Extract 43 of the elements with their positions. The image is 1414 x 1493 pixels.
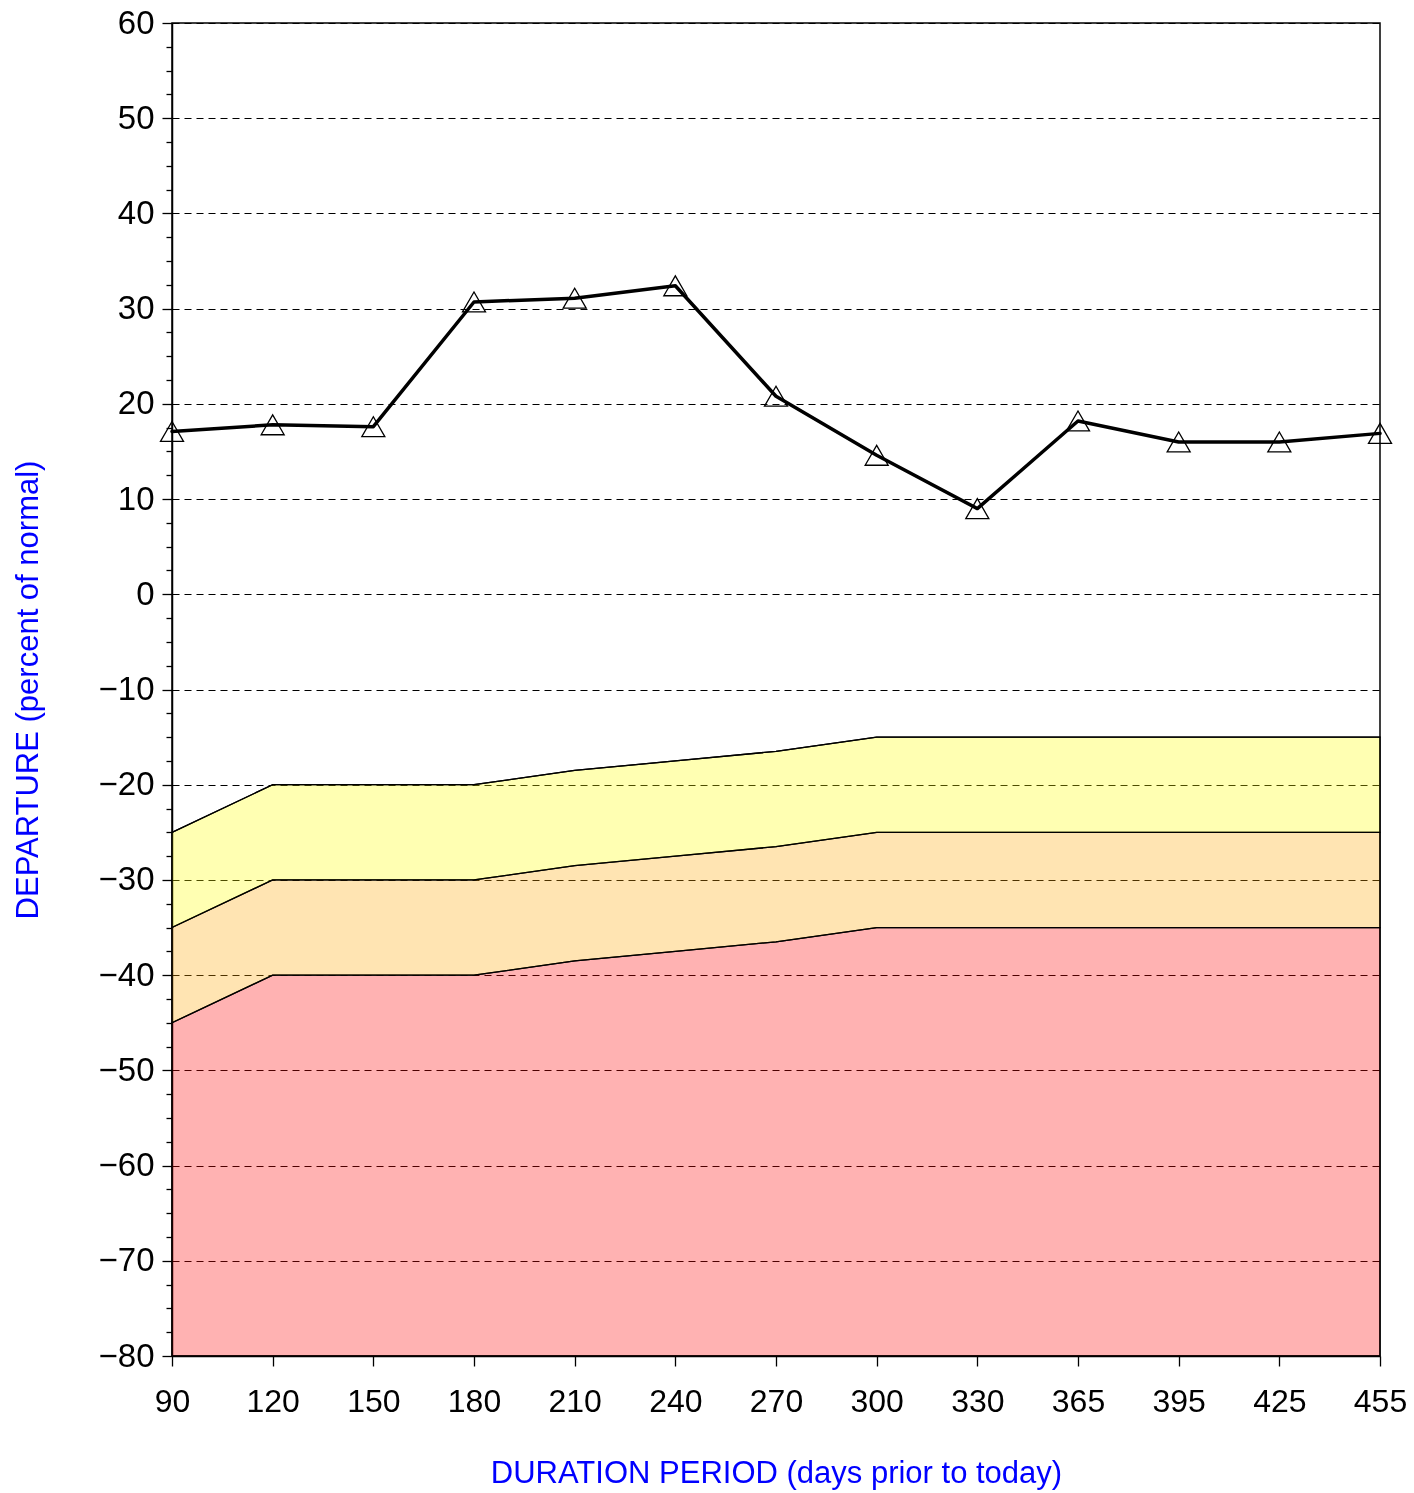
- point: [864, 444, 889, 466]
- x-tick-label: 180: [447, 1382, 502, 1419]
- y-tick-label: −80: [98, 1336, 155, 1374]
- x-tick-label: 330: [951, 1382, 1005, 1419]
- point: [260, 414, 285, 436]
- x-tick-label: 270: [749, 1382, 804, 1419]
- y-tick-label: −30: [98, 860, 155, 898]
- x-tick-label: 425: [1253, 1382, 1307, 1419]
- x-tick-label: 90: [154, 1382, 191, 1419]
- y-tick-label: −20: [98, 765, 155, 803]
- point: [562, 287, 587, 309]
- point: [461, 291, 487, 313]
- y-tick-label: 0: [136, 574, 155, 612]
- x-tick-label: 120: [246, 1382, 300, 1419]
- y-tick-label: −40: [98, 955, 155, 993]
- y-tick-label: 50: [117, 98, 155, 136]
- y-tick-label: 60: [117, 3, 155, 41]
- point: [763, 385, 789, 407]
- x-tick-label: 210: [548, 1382, 602, 1419]
- x-axis-title: DURATION PERIOD (days prior to today): [490, 1454, 1063, 1490]
- y-tick-label: −10: [98, 670, 155, 707]
- x-tick-label: 395: [1152, 1382, 1206, 1419]
- y-tick-label: 20: [117, 384, 155, 422]
- y-axis-title: DEPARTURE (percent of normal): [9, 460, 45, 920]
- y-tick-label: 40: [117, 193, 155, 231]
- point: [965, 497, 990, 520]
- y-tick-label: 30: [117, 289, 155, 327]
- y-tick-label: −60: [98, 1146, 155, 1184]
- y-tick-label: −50: [98, 1050, 155, 1088]
- point: [1267, 431, 1292, 453]
- x-tick-label: 365: [1051, 1382, 1106, 1419]
- y-tick-label: 10: [117, 479, 155, 517]
- point: [159, 420, 185, 443]
- point: [1367, 422, 1393, 444]
- point: [1065, 410, 1091, 432]
- x-tick-label: 455: [1353, 1382, 1408, 1419]
- x-tick-label: 150: [347, 1382, 401, 1419]
- point: [663, 275, 688, 297]
- y-tick-label: −70: [98, 1241, 155, 1279]
- point: [1166, 431, 1191, 453]
- x-tick-label: 300: [850, 1382, 904, 1419]
- x-tick-label: 240: [649, 1382, 703, 1419]
- point: [361, 416, 386, 438]
